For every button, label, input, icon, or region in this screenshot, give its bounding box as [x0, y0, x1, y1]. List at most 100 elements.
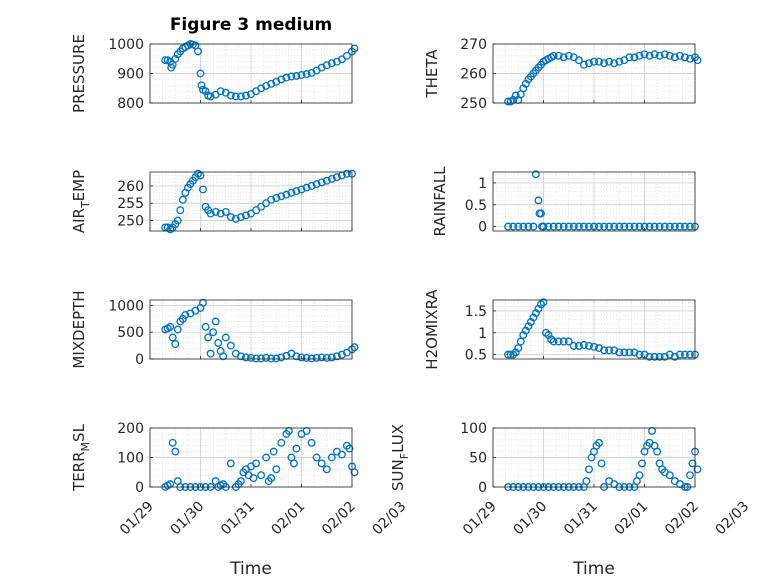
data-point [342, 51, 351, 60]
data-point [219, 352, 228, 361]
data-point [655, 352, 664, 361]
data-point [504, 350, 513, 359]
data-point [534, 196, 543, 205]
data-point [211, 317, 220, 326]
data-point [514, 222, 523, 231]
data-point [650, 50, 659, 59]
y-axis-label: TERRMSL [70, 423, 92, 492]
data-point [516, 337, 525, 346]
data-point [317, 459, 326, 468]
data-point [204, 333, 213, 342]
data-point [317, 353, 326, 362]
data-point [272, 194, 281, 202]
y-tick-label: 255 [117, 196, 144, 212]
y-tick-label: 0 [478, 480, 487, 496]
data-point [262, 81, 271, 90]
data-point [216, 209, 225, 218]
data-point [252, 459, 261, 468]
data-point [267, 79, 276, 88]
data-point [236, 352, 245, 361]
data-point [665, 350, 674, 359]
data-point [630, 222, 639, 231]
y-tick-label: 0 [135, 352, 144, 368]
data-point [635, 222, 644, 231]
y-tick-label: 100 [460, 421, 487, 437]
data-point [569, 341, 578, 350]
data-point [322, 465, 331, 474]
data-point [615, 222, 624, 231]
data-point [322, 176, 331, 185]
data-point [600, 346, 609, 355]
data-point [615, 57, 624, 66]
y-axis-label: AIRTEMP [70, 170, 92, 233]
data-point [526, 317, 535, 326]
data-point [650, 222, 659, 231]
data-point [206, 209, 215, 218]
data-point [241, 211, 250, 220]
data-point [579, 341, 588, 349]
data-point [660, 50, 669, 59]
data-point [605, 346, 614, 355]
data-point [337, 450, 346, 459]
data-point [221, 333, 230, 342]
data-point [531, 170, 540, 179]
data-point [635, 51, 644, 60]
data-point [665, 51, 674, 60]
data-point [332, 352, 341, 361]
y-tick-label: 0.5 [465, 348, 487, 364]
data-point [345, 444, 354, 453]
data-point [559, 222, 568, 231]
data-point [590, 57, 598, 66]
data-point [537, 300, 545, 309]
data-point [199, 185, 207, 194]
data-point [620, 348, 629, 357]
data-point [585, 341, 593, 350]
data-point [564, 51, 573, 60]
data-point [197, 81, 206, 90]
y-tick-label: 260 [117, 179, 144, 195]
data-point [327, 453, 336, 462]
data-point [206, 92, 215, 101]
data-point [549, 51, 558, 60]
data-point [231, 214, 240, 223]
data-point [519, 331, 528, 339]
data-point [166, 322, 175, 331]
data-point [605, 57, 614, 66]
data-point [650, 352, 659, 361]
y-axis-label-main: PRESSURE [70, 34, 88, 113]
data-point [236, 213, 245, 222]
data-point [610, 346, 619, 355]
data-point [168, 438, 177, 447]
subplot-2: 250 260 270 THETA [423, 37, 702, 112]
y-tick-label: 1 [478, 176, 487, 192]
data-point [519, 222, 528, 231]
data-point [597, 459, 606, 468]
data-point [277, 192, 286, 201]
data-point [645, 51, 654, 60]
y-axis-label-subscript: F [398, 453, 411, 459]
data-point [292, 352, 301, 361]
data-point [547, 335, 556, 344]
data-point [226, 213, 235, 222]
data-point [171, 340, 180, 348]
data-point [307, 354, 316, 363]
y-axis-label-main: SUN [389, 459, 407, 491]
data-point [655, 222, 664, 231]
y-tick-label: 1000 [108, 298, 144, 314]
y-tick-label: 250 [460, 96, 487, 112]
y-axis-label-subscript: T [79, 201, 92, 209]
y-tick-label: 270 [460, 37, 487, 53]
y-tick-label: 1000 [108, 37, 144, 53]
data-point [610, 222, 619, 231]
data-point [262, 453, 271, 462]
data-point [600, 59, 609, 68]
data-point [181, 311, 190, 319]
data-point [226, 459, 235, 468]
data-point [236, 92, 245, 101]
data-point [337, 350, 346, 359]
data-point [257, 354, 266, 363]
data-point [670, 222, 679, 231]
data-point [630, 53, 639, 62]
y-axis-label: THETA [423, 49, 441, 99]
data-point [653, 447, 662, 456]
